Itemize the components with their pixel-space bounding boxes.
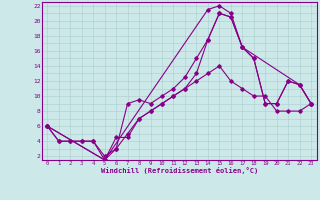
X-axis label: Windchill (Refroidissement éolien,°C): Windchill (Refroidissement éolien,°C) [100, 168, 258, 174]
